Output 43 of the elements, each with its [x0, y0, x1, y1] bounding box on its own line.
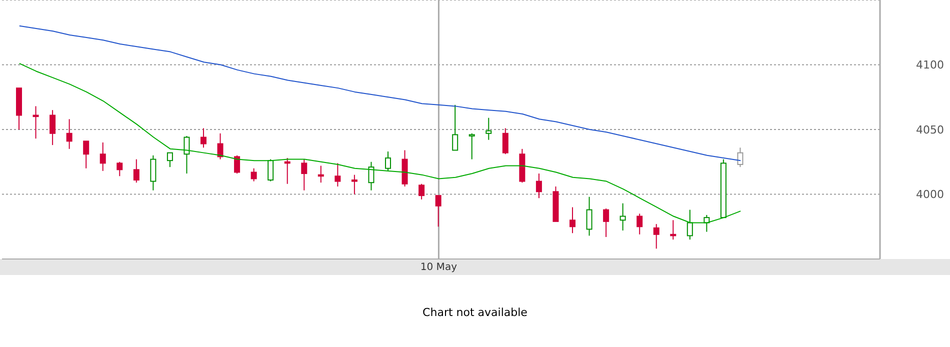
candlestick — [486, 117, 492, 140]
candlestick — [570, 206, 576, 234]
candlestick — [368, 161, 374, 191]
candlestick — [653, 224, 660, 250]
candlestick — [737, 147, 744, 168]
y-tick-label: 4000 — [916, 188, 944, 202]
candlestick — [100, 142, 106, 172]
candlestick — [32, 106, 39, 140]
candlestick — [284, 157, 290, 184]
candlestick — [301, 158, 308, 191]
candlestick — [452, 104, 458, 151]
candlestick — [502, 128, 508, 155]
candlestick — [636, 213, 643, 235]
y-tick-label: 4050 — [916, 123, 944, 136]
candlestick — [686, 209, 693, 240]
candlestick — [184, 135, 190, 174]
candlestick — [351, 174, 358, 195]
candlestick — [50, 110, 56, 146]
candlestick — [116, 161, 123, 177]
candlestick — [670, 220, 676, 240]
candlestick — [166, 152, 173, 168]
candlestick — [268, 158, 274, 182]
candlestick — [435, 195, 442, 228]
text: Chart not available — [422, 306, 528, 319]
candlestick — [150, 154, 156, 191]
candlestick — [603, 208, 610, 238]
candlestick — [133, 158, 140, 184]
candlestick — [536, 173, 542, 199]
candlestick — [385, 151, 391, 172]
candlestick — [250, 168, 257, 182]
x-tick-label: 10 May — [420, 262, 458, 274]
candlestick — [234, 154, 240, 174]
candlestick — [418, 183, 425, 200]
candlestick — [318, 165, 324, 184]
y-tick-label: 4100 — [916, 58, 944, 72]
candlestick — [468, 132, 475, 160]
candlestick — [334, 162, 341, 187]
candlestick — [586, 196, 592, 236]
candlestick — [217, 132, 224, 160]
candlestick — [66, 118, 72, 150]
candlestick — [200, 128, 206, 148]
candlestick — [620, 202, 626, 232]
candlestick — [83, 140, 90, 169]
